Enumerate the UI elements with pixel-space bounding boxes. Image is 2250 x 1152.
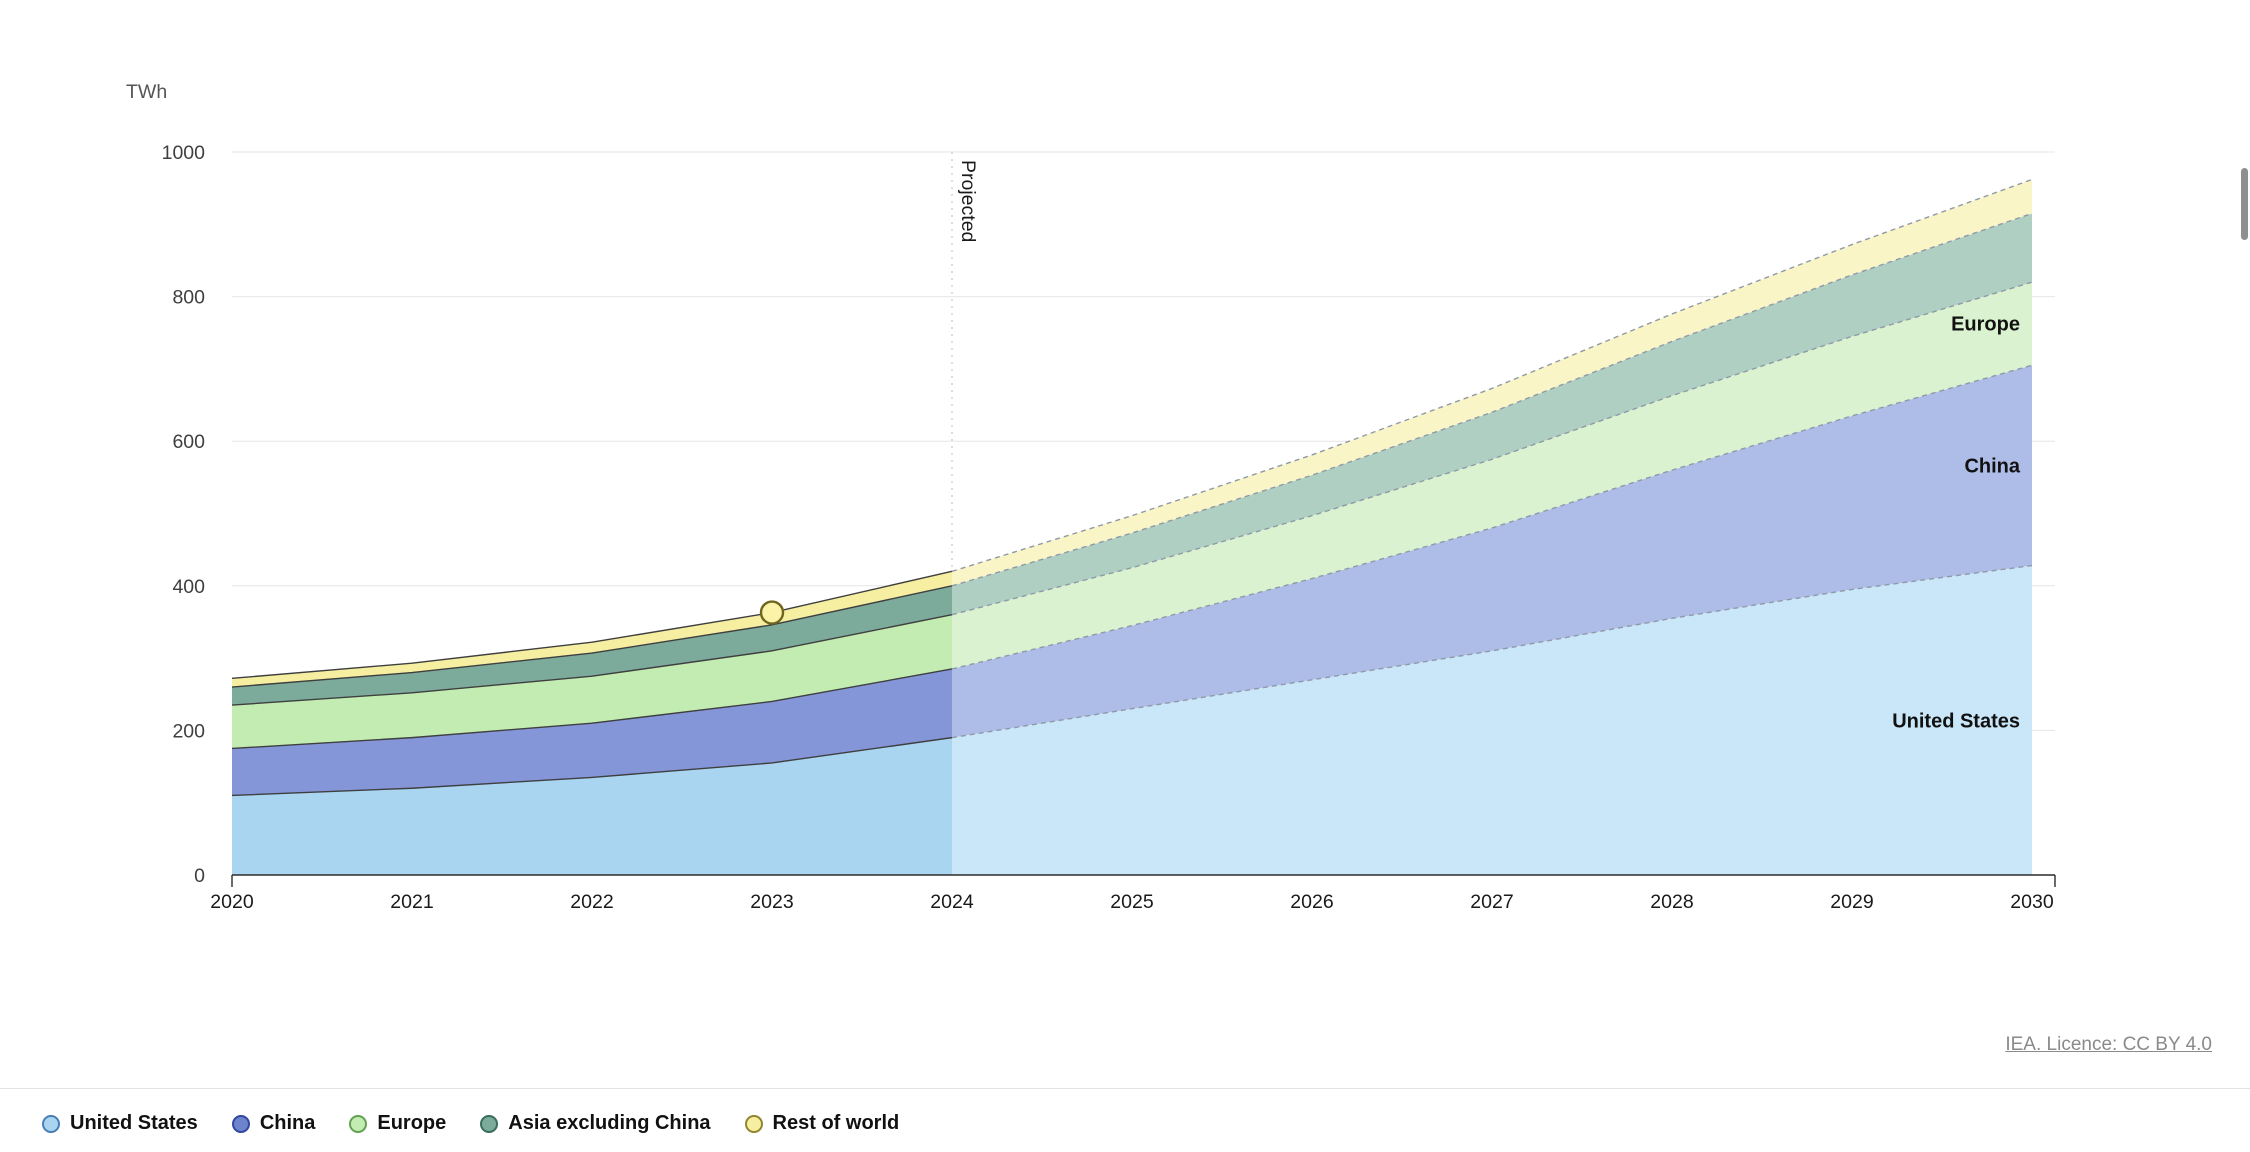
legend-label: Asia excluding China [508, 1112, 711, 1134]
legend-swatch-icon [349, 1114, 368, 1133]
area-china-projected [952, 365, 2032, 738]
edge-rest-of-world-historical [231, 570, 953, 680]
highlight-marker[interactable] [759, 600, 785, 625]
legend-divider [0, 1088, 2250, 1089]
legend-label: Rest of world [772, 1112, 900, 1134]
area-united-states-projected [952, 565, 2032, 875]
stacked-area-chart: 0 200 400 600 800 1000 TWh Projected 2020 2021 202… [126, 81, 2056, 913]
legend-item-europe[interactable]: Europe [349, 1112, 446, 1135]
area-united-states-historical [232, 737, 952, 875]
area-asia-excluding-china-projected [952, 213, 2032, 615]
legend-swatch-icon [744, 1114, 763, 1133]
y-tick-label: 200 [172, 720, 205, 742]
x-tick-label-2024: 2024 [930, 891, 974, 913]
y-axis-unit-label: TWh [126, 81, 167, 103]
legend-item-asia-excluding-china[interactable]: Asia excluding China [480, 1112, 711, 1135]
edge-united-states-projected [951, 564, 2033, 739]
x-tick-label-2025: 2025 [1110, 891, 1154, 913]
edge-united-states-historical [231, 736, 953, 797]
y-tick-label: 1000 [162, 142, 206, 164]
scrollbar-thumb[interactable] [2241, 168, 2248, 240]
legend-swatch-icon [42, 1114, 60, 1133]
edge-china-historical [231, 668, 953, 750]
area-europe-historical [232, 614, 952, 749]
edge-europe-projected [951, 281, 2033, 616]
x-tick-label-2027: 2027 [1470, 891, 1513, 913]
x-tick-label-2030: 2030 [2010, 891, 2054, 913]
legend-item-rest-of-world[interactable]: Rest of world [744, 1112, 900, 1135]
legend-item-united-states[interactable]: United States [42, 1112, 198, 1135]
area-rest-of-world-historical [232, 571, 952, 688]
legend-item-china[interactable]: China [231, 1112, 316, 1135]
band-label-united-states: United States [1892, 710, 2020, 732]
x-tick-label-2029: 2029 [1830, 891, 1873, 913]
projected-label: Projected [957, 160, 979, 242]
y-tick-label: 0 [194, 865, 205, 887]
x-tick-label-2026: 2026 [1290, 891, 1333, 913]
area-china-historical [232, 668, 952, 796]
legend-label: Europe [377, 1112, 447, 1134]
edge-asia-excluding-china-historical [231, 585, 953, 688]
band-label-europe: Europe [1951, 314, 2020, 336]
x-tick-label-2023: 2023 [750, 891, 793, 913]
area-rest-of-world-projected [952, 179, 2032, 586]
legend-label: United States [70, 1112, 198, 1134]
band-label-china: China [1964, 455, 2020, 477]
x-tick-label-2022: 2022 [570, 891, 613, 913]
x-tick-label-2020: 2020 [210, 891, 254, 913]
legend-swatch-icon [231, 1114, 250, 1133]
edge-china-projected [951, 364, 2033, 670]
licence-link[interactable]: IEA. Licence: CC BY 4.0 [2005, 1034, 2212, 1055]
legend-label: China [259, 1112, 316, 1134]
y-tick-label: 800 [172, 287, 205, 309]
y-tick-label: 600 [172, 431, 205, 453]
area-asia-excluding-china-historical [232, 585, 952, 706]
area-europe-projected [952, 282, 2032, 669]
edge-asia-excluding-china-projected [951, 212, 2033, 587]
legend-swatch-icon [480, 1114, 499, 1133]
edge-europe-historical [231, 614, 953, 706]
y-tick-label: 400 [172, 576, 205, 598]
x-tick-label-2021: 2021 [390, 891, 433, 913]
edge-rest-of-world-projected [951, 178, 2033, 573]
x-tick-label-2028: 2028 [1650, 891, 1693, 913]
legend: United States China Europe Asia excluding C… [42, 1112, 899, 1135]
